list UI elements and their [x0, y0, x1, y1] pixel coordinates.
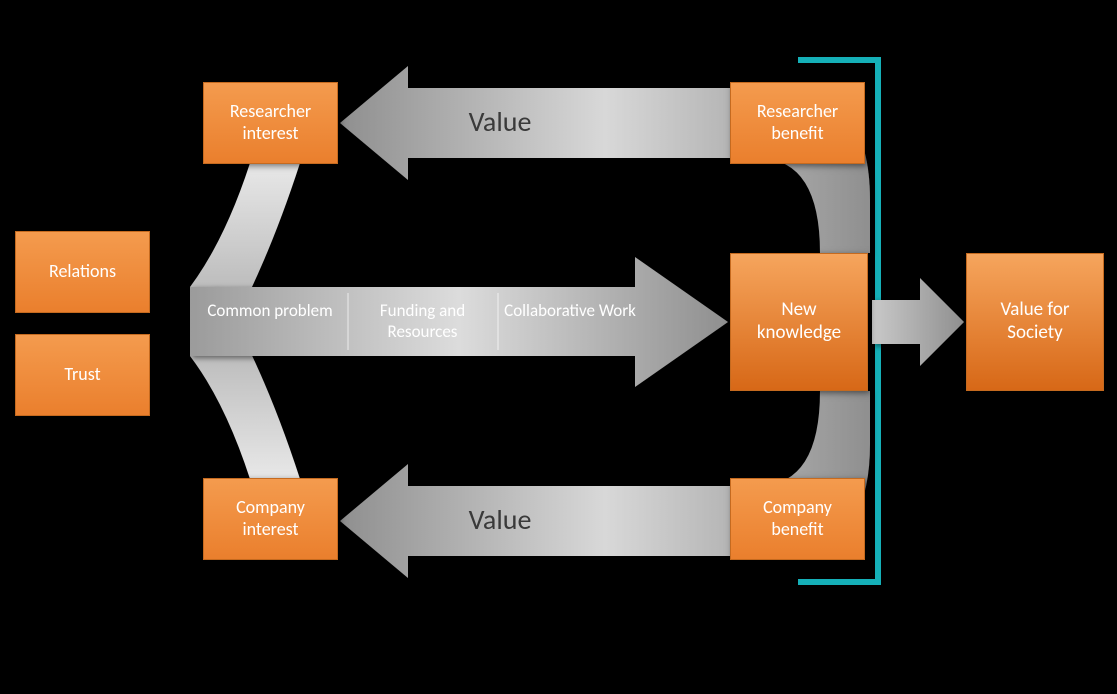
box-trust-label: Trust [64, 364, 100, 386]
box-relations: Relations [15, 231, 150, 313]
label-common-problem-text: Common problem [207, 300, 332, 321]
box-company-interest-label: Company interest [212, 497, 329, 540]
box-trust: Trust [15, 334, 150, 416]
label-funding-resources: Funding and Resources [350, 300, 495, 343]
box-company-benefit-label: Company benefit [739, 497, 856, 540]
label-value-top: Value [440, 104, 560, 139]
box-company-interest: Company interest [203, 478, 338, 560]
box-researcher-benefit-label: Researcher benefit [739, 101, 856, 144]
label-value-top-text: Value [469, 104, 532, 139]
label-funding-resources-text: Funding and Resources [380, 300, 465, 342]
box-new-knowledge: New knowledge [730, 253, 868, 391]
box-researcher-benefit: Researcher benefit [730, 82, 865, 164]
box-value-for-society: Value for Society [966, 253, 1104, 391]
label-value-bottom: Value [440, 502, 560, 537]
arrow-to-society [872, 278, 964, 366]
box-new-knowledge-label: New knowledge [739, 299, 859, 345]
label-collaborative-work-text: Collaborative Work [504, 300, 636, 321]
label-collaborative-work: Collaborative Work [500, 300, 640, 321]
box-researcher-interest-label: Researcher interest [212, 101, 329, 144]
box-company-benefit: Company benefit [730, 478, 865, 560]
box-researcher-interest: Researcher interest [203, 82, 338, 164]
box-relations-label: Relations [49, 261, 116, 283]
box-value-for-society-label: Value for Society [975, 299, 1095, 345]
label-value-bottom-text: Value [469, 502, 532, 537]
label-common-problem: Common problem [205, 300, 335, 321]
